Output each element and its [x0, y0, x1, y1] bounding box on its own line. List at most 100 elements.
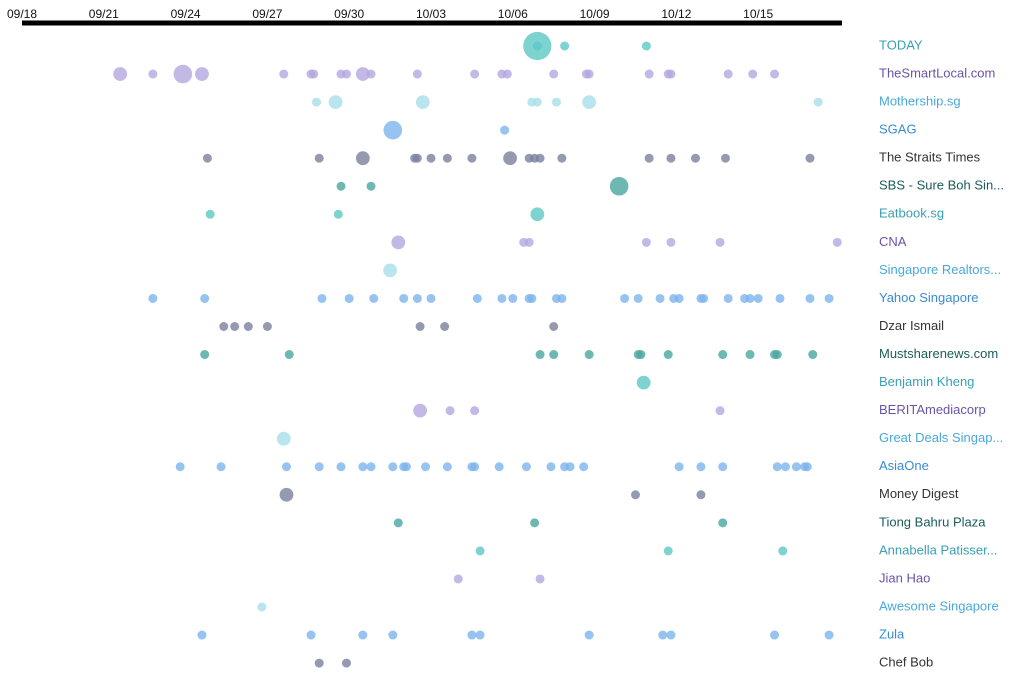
post-dot	[636, 375, 651, 390]
post-dot	[582, 95, 597, 109]
post-dot	[383, 120, 403, 140]
post-dot	[175, 462, 185, 472]
post-dot	[723, 69, 733, 79]
x-tick-label: 10/09	[580, 7, 610, 21]
post-dot	[770, 69, 780, 79]
post-dot	[655, 293, 665, 303]
source-label: SGAG	[879, 122, 917, 137]
post-dot	[532, 97, 542, 107]
source-label: Mustsharenews.com	[879, 346, 998, 361]
post-dot	[772, 350, 782, 360]
post-dot	[535, 574, 545, 584]
post-dot	[666, 153, 676, 163]
post-dot	[336, 181, 346, 191]
post-dot	[413, 403, 427, 418]
post-dot	[426, 153, 436, 163]
post-dot	[467, 630, 477, 640]
post-dot	[565, 462, 575, 472]
post-dot	[584, 350, 594, 360]
source-label: CNA	[879, 234, 907, 249]
post-dot	[415, 95, 430, 109]
post-dot	[663, 546, 673, 556]
post-dot	[344, 293, 354, 303]
post-dot	[609, 176, 629, 196]
post-dot	[341, 658, 351, 668]
post-dot	[663, 350, 673, 360]
post-dot	[824, 293, 834, 303]
post-dot	[358, 462, 368, 472]
post-dot	[805, 293, 815, 303]
post-dot	[200, 293, 210, 303]
post-dot	[791, 462, 801, 472]
post-dot	[314, 658, 324, 668]
source-label: AsiaOne	[879, 458, 929, 473]
post-dot	[355, 67, 370, 81]
post-dot	[358, 630, 368, 640]
source-label: Chef Bob	[879, 655, 933, 670]
post-dot	[195, 67, 209, 81]
post-dot	[440, 322, 450, 331]
post-dot	[557, 153, 567, 163]
source-label: TheSmartLocal.com	[879, 65, 995, 80]
post-dot	[148, 69, 158, 79]
post-dot	[467, 153, 477, 163]
post-dot	[674, 462, 684, 472]
post-dot	[584, 69, 594, 79]
x-tick-label: 09/27	[252, 7, 282, 21]
post-dot	[524, 237, 534, 247]
x-tick-label: 09/24	[171, 7, 201, 21]
post-dot	[620, 293, 630, 303]
post-dot	[500, 125, 510, 135]
x-tick-label: 10/06	[498, 7, 528, 21]
post-dot	[508, 293, 518, 303]
post-dot	[503, 151, 517, 166]
post-dot	[718, 518, 728, 528]
post-dot	[366, 462, 376, 472]
source-label: Annabella Patisser...	[879, 542, 998, 557]
post-dot	[243, 322, 253, 331]
post-dot	[745, 293, 755, 303]
post-dot	[472, 293, 482, 303]
post-dot	[696, 462, 706, 472]
post-dot	[696, 490, 706, 500]
post-dot	[314, 462, 324, 472]
post-dot	[641, 237, 651, 247]
x-tick-label: 09/30	[334, 7, 364, 21]
post-dot	[393, 518, 403, 528]
post-dot	[497, 293, 507, 303]
post-dot	[557, 293, 567, 303]
post-dot	[202, 153, 212, 163]
post-dot	[219, 322, 229, 331]
post-dot	[690, 153, 700, 163]
x-tick-label: 10/15	[743, 7, 773, 21]
post-dot	[494, 462, 504, 472]
source-label: SBS - Sure Boh Sin...	[879, 178, 1004, 193]
post-dot	[412, 293, 422, 303]
source-label: Tiong Bahru Plaza	[879, 514, 986, 529]
post-dot	[535, 153, 545, 163]
post-dot	[633, 293, 643, 303]
post-dot	[412, 153, 422, 163]
post-dot	[530, 207, 545, 222]
post-dot	[328, 95, 343, 109]
post-dot	[366, 181, 376, 191]
source-label: Singapore Realtors...	[879, 262, 1001, 277]
post-dot	[442, 462, 452, 472]
post-dot	[317, 293, 327, 303]
post-dot	[257, 602, 267, 612]
post-dot	[442, 153, 452, 163]
post-dot	[753, 293, 763, 303]
post-dot	[778, 546, 788, 556]
post-dot	[113, 67, 128, 81]
post-dot	[521, 462, 531, 472]
post-dot	[470, 406, 480, 416]
post-dot	[813, 97, 823, 107]
source-label: Dzar Ismail	[879, 318, 944, 333]
x-tick-label: 09/18	[7, 7, 37, 21]
post-dot	[551, 97, 561, 107]
post-dot	[366, 69, 376, 79]
post-dot	[805, 153, 815, 163]
source-label: Eatbook.sg	[879, 206, 944, 221]
post-dot	[772, 462, 782, 472]
